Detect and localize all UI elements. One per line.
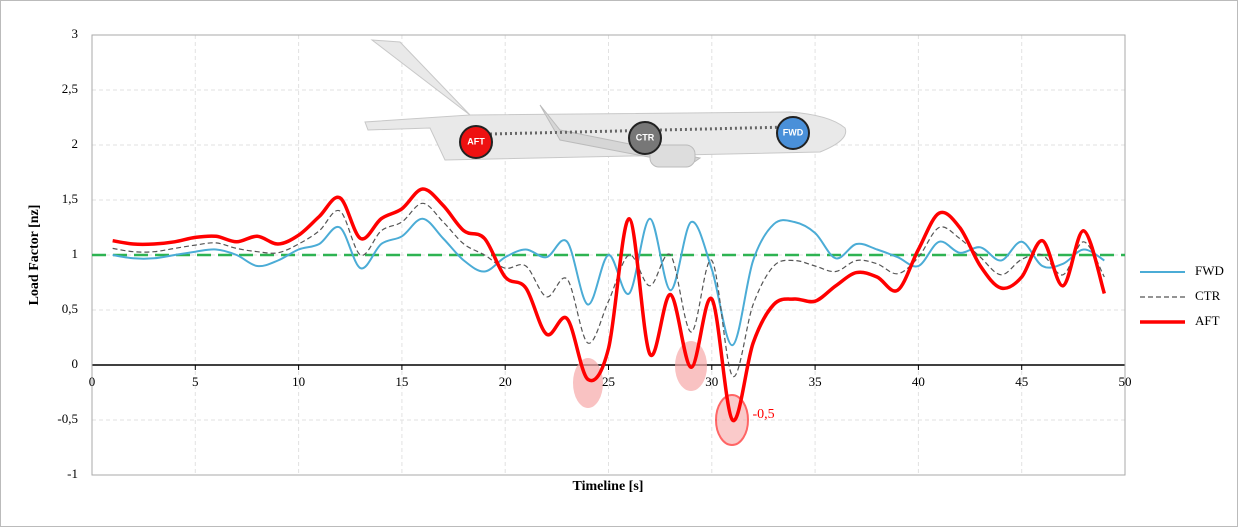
airplane-label: FWD — [783, 127, 804, 137]
y-tick-label: 3 — [72, 26, 79, 41]
chart: AFT CTR FWD Timeline [s] Load Factor [nz… — [0, 0, 1239, 528]
x-tick-label: 15 — [395, 374, 408, 389]
x-tick-label: 30 — [705, 374, 718, 389]
y-tick-label: 2 — [72, 136, 79, 151]
x-axis-title: Timeline [s] — [573, 479, 644, 494]
legend-label: AFT — [1195, 313, 1220, 328]
y-axis-title: Load Factor [nz] — [27, 205, 42, 306]
x-tick-label: 10 — [292, 374, 305, 389]
x-tick-label: 35 — [809, 374, 822, 389]
y-tick-label: 2,5 — [62, 81, 78, 96]
legend-label: FWD — [1195, 263, 1224, 278]
airplane-label: CTR — [636, 132, 655, 142]
y-tick-label: -1 — [67, 466, 78, 481]
y-tick-label: 1,5 — [62, 191, 78, 206]
y-tick-label: 0,5 — [62, 301, 78, 316]
annotation: -0,5 — [752, 407, 774, 422]
x-tick-label: 5 — [192, 374, 199, 389]
x-tick-label: 50 — [1119, 374, 1132, 389]
x-tick-label: 40 — [912, 374, 925, 389]
highlight — [573, 358, 603, 408]
x-tick-label: 45 — [1015, 374, 1028, 389]
airplane-label: AFT — [467, 136, 485, 146]
y-tick-label: -0,5 — [57, 411, 78, 426]
legend-label: CTR — [1195, 288, 1221, 303]
x-tick-label: 20 — [499, 374, 512, 389]
y-tick-label: 1 — [72, 246, 79, 261]
x-tick-label: 0 — [89, 374, 96, 389]
x-tick-label: 25 — [602, 374, 615, 389]
y-tick-label: 0 — [72, 356, 79, 371]
